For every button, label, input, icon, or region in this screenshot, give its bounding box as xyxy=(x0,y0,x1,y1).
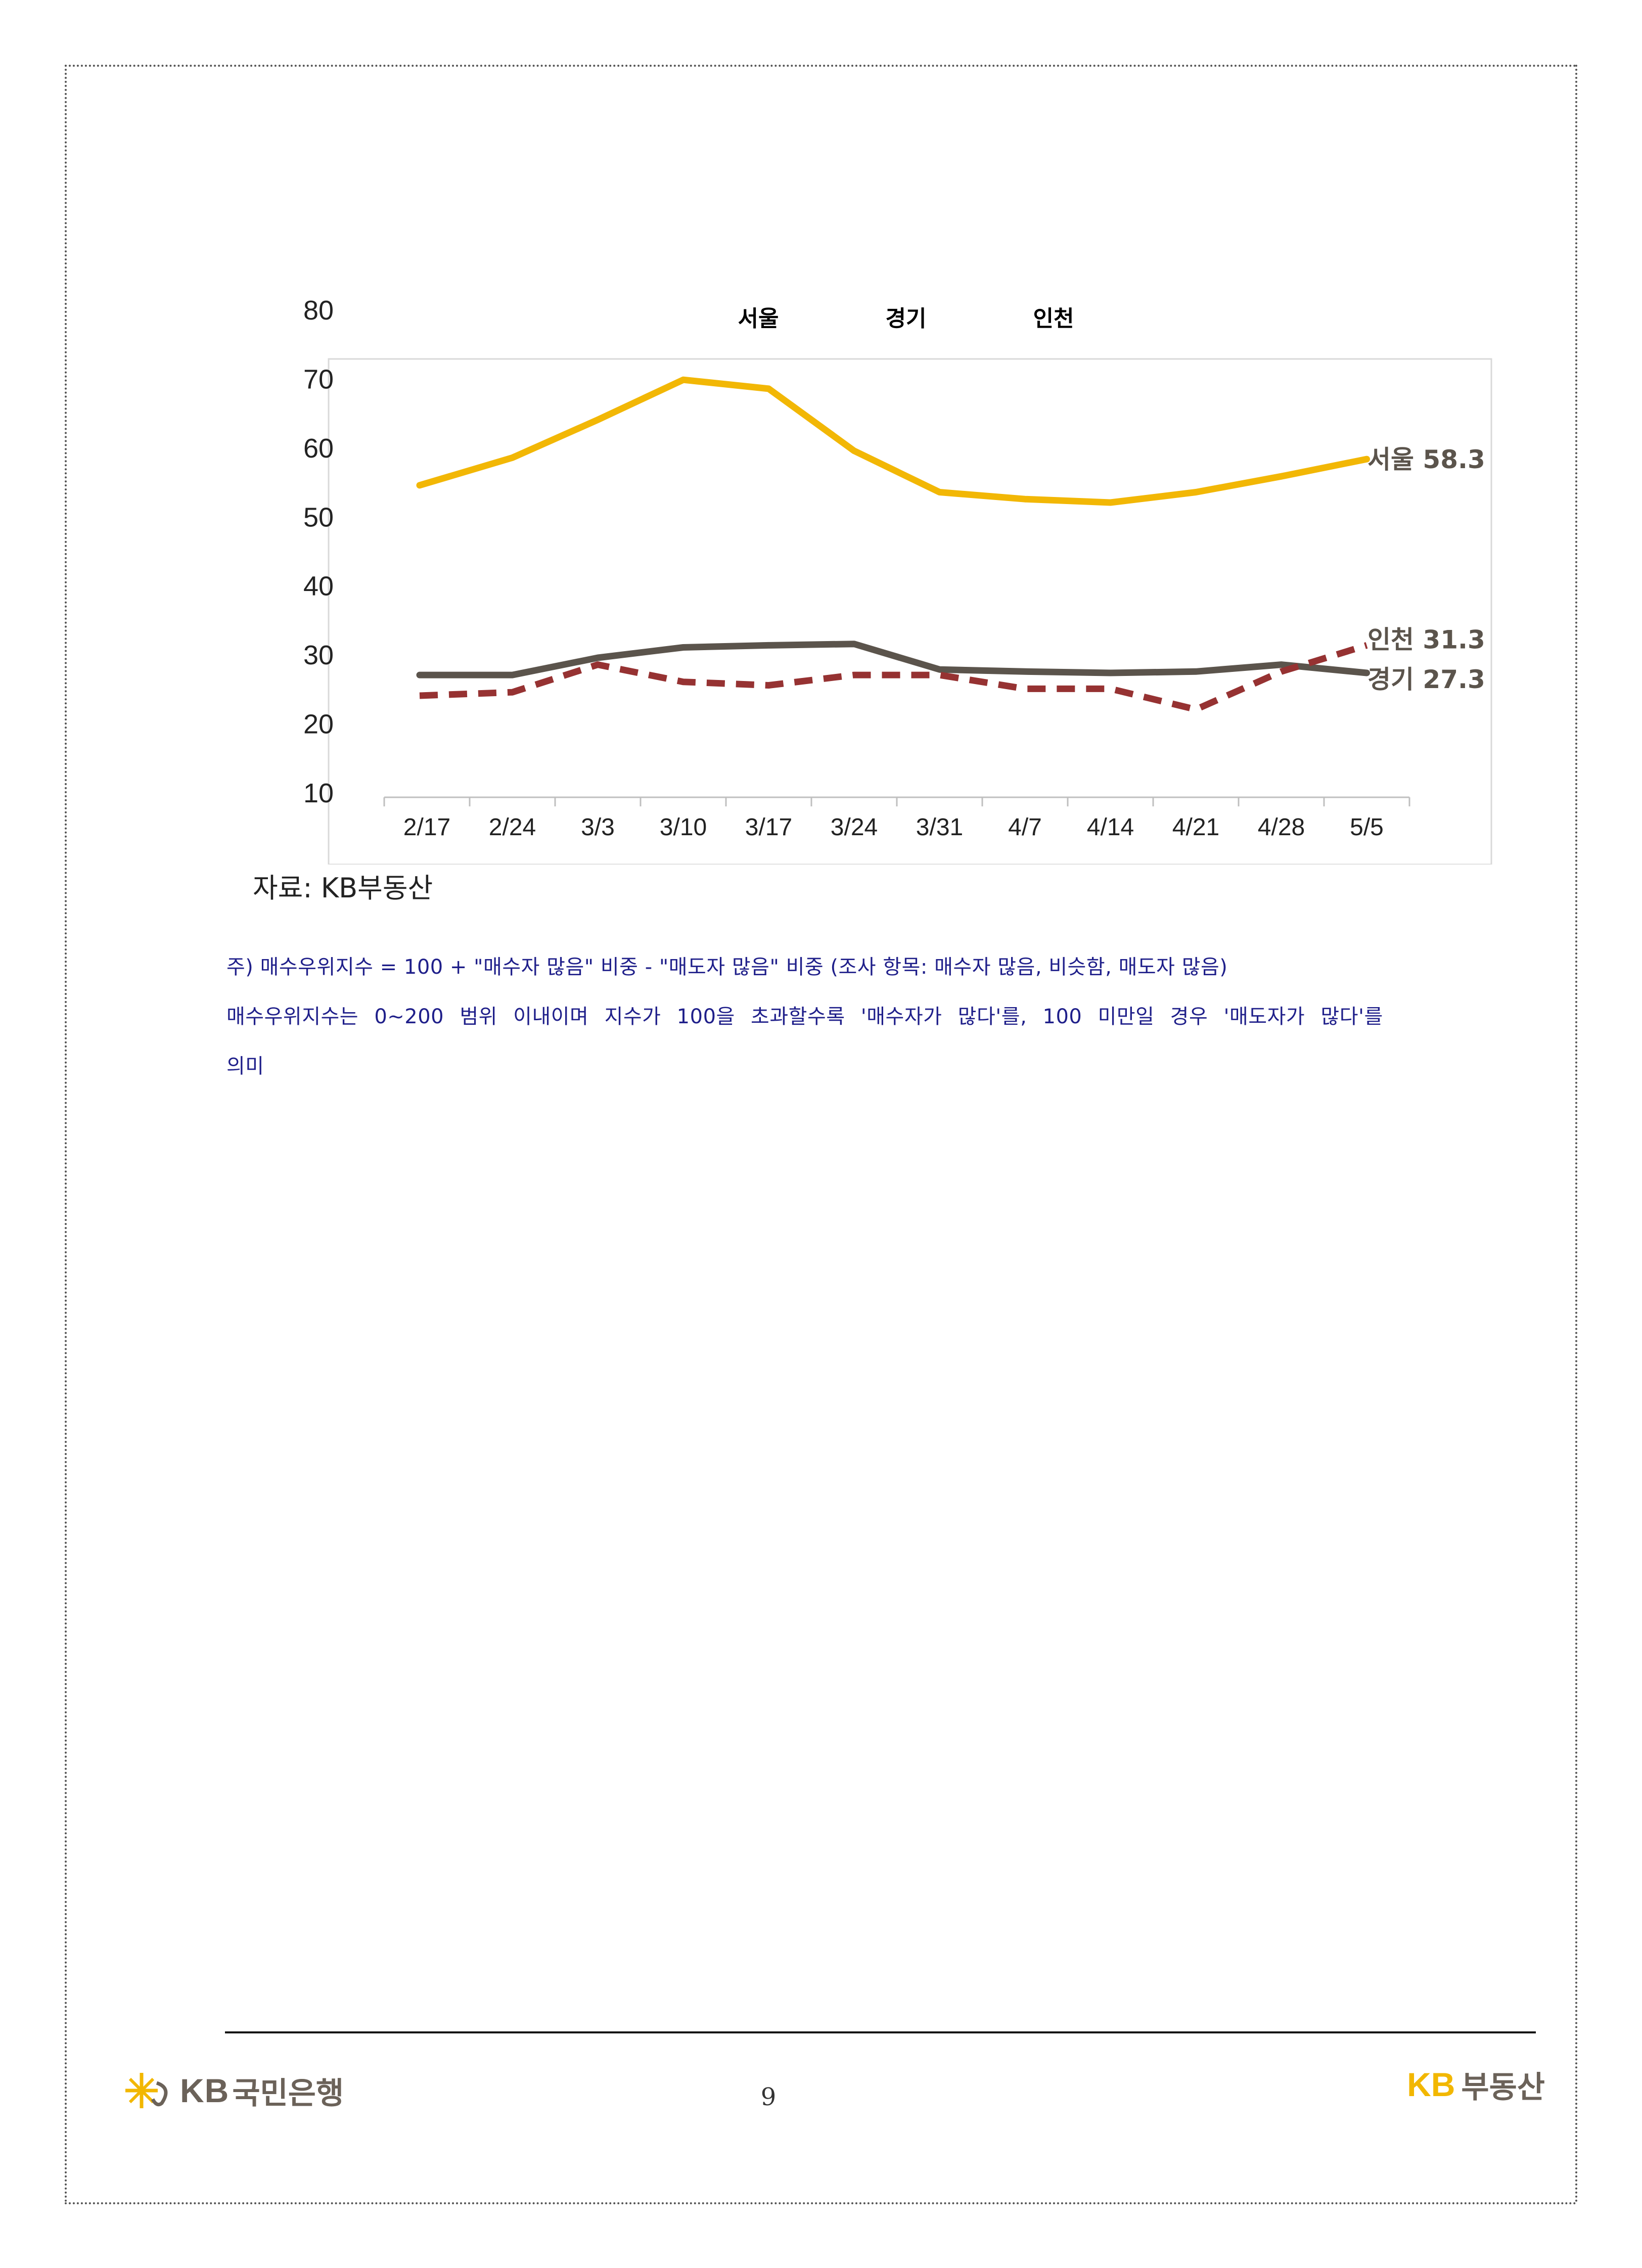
real-estate-logo-text: 부동산 xyxy=(1461,2069,1545,2105)
data-point xyxy=(598,664,599,665)
source-note: 자료: KB부동산 xyxy=(253,872,433,904)
series-end-label: 서울 58.3 xyxy=(1367,445,1485,474)
y-tick-label: 50 xyxy=(303,502,334,532)
kb-kookmin-bank-logo: KB 국민은행 xyxy=(121,2068,344,2113)
data-point xyxy=(1196,492,1197,493)
data-point xyxy=(1110,502,1111,503)
data-point xyxy=(1025,688,1026,689)
data-point xyxy=(1025,498,1026,500)
series-line xyxy=(419,642,1368,713)
x-tick-label: 3/31 xyxy=(916,814,963,841)
y-tick-label: 80 xyxy=(303,295,334,326)
kb-star-icon xyxy=(125,2073,168,2108)
x-tick-label: 4/14 xyxy=(1087,814,1134,841)
data-point xyxy=(683,647,684,648)
data-point xyxy=(512,692,513,693)
data-point xyxy=(768,388,769,389)
page-border xyxy=(65,65,1577,2204)
data-point xyxy=(854,674,855,675)
data-point xyxy=(419,695,420,696)
x-tick-label: 3/17 xyxy=(745,814,792,841)
y-tick-label: 30 xyxy=(303,640,334,670)
series-end-label: 인천 31.3 xyxy=(1367,625,1485,654)
data-point xyxy=(512,674,513,675)
y-tick-label: 60 xyxy=(303,433,334,464)
y-tick-label: 20 xyxy=(303,709,334,740)
legend-label: 경기 xyxy=(886,306,927,332)
x-tick-label: 4/28 xyxy=(1258,814,1305,841)
kb-real-estate-logo: KB 부동산 xyxy=(1407,2062,1545,2107)
data-point xyxy=(939,492,940,493)
line-chart: 80 70 60 50 40 30 20 10 2/17 2/24 3/3 3/10 3/17 3/24 3… xyxy=(303,283,1507,865)
series-line xyxy=(416,641,1370,678)
y-tick-label: 70 xyxy=(303,364,334,394)
data-point xyxy=(419,485,420,486)
x-tick-label: 4/7 xyxy=(1008,814,1042,841)
page-number: 9 xyxy=(760,2083,777,2111)
kb-logo-text-right: KB xyxy=(1407,2066,1455,2103)
data-point xyxy=(1196,671,1197,672)
data-point xyxy=(1110,688,1111,689)
data-point xyxy=(854,644,855,645)
x-tick-label: 3/10 xyxy=(660,814,707,841)
x-tick-label: 3/24 xyxy=(831,814,878,841)
note-explanation-end: 의미 xyxy=(226,1055,264,1078)
note-explanation: 매수우위지수는 0~200 범위 이내이며 지수가 100을 초과할수록 '매수… xyxy=(226,1005,1383,1028)
data-point xyxy=(854,450,855,451)
legend-label: 서울 xyxy=(738,306,779,332)
data-point xyxy=(1025,671,1026,672)
data-point xyxy=(768,645,769,646)
footer-divider xyxy=(225,2031,1536,2033)
data-point xyxy=(1196,709,1197,710)
data-point xyxy=(598,419,599,420)
data-point xyxy=(1281,664,1282,665)
series-line xyxy=(416,376,1370,506)
chart-area-border xyxy=(328,358,1492,865)
legend-label: 인천 xyxy=(1033,306,1074,332)
data-point xyxy=(939,674,940,675)
x-tick-label: 5/5 xyxy=(1350,814,1384,841)
x-tick-label: 4/21 xyxy=(1172,814,1219,841)
data-point xyxy=(939,669,940,670)
x-tick-label: 2/17 xyxy=(403,814,450,841)
data-point xyxy=(1281,671,1282,672)
x-tick-label: 3/3 xyxy=(581,814,615,841)
data-point xyxy=(512,457,513,458)
x-tick-label: 2/24 xyxy=(489,814,536,841)
data-point xyxy=(1110,672,1111,673)
data-point xyxy=(768,685,769,686)
y-tick-label: 10 xyxy=(303,778,334,808)
series-end-label: 경기 27.3 xyxy=(1367,665,1485,694)
data-point xyxy=(1281,476,1282,477)
chart-svg: 80 70 60 50 40 30 20 10 2/17 2/24 3/3 3/10 3/17 3/24 3… xyxy=(303,295,1492,865)
y-tick-label: 40 xyxy=(303,571,334,602)
kb-logo-text: KB xyxy=(180,2072,230,2109)
data-point xyxy=(598,657,599,658)
note-formula: 주) 매수우위지수 = 100 + "매수자 많음" 비중 - "매도자 많음"… xyxy=(226,956,1228,979)
data-point xyxy=(683,682,684,683)
bank-logo-text: 국민은행 xyxy=(232,2075,344,2111)
data-point xyxy=(683,379,684,380)
data-point xyxy=(419,674,420,675)
